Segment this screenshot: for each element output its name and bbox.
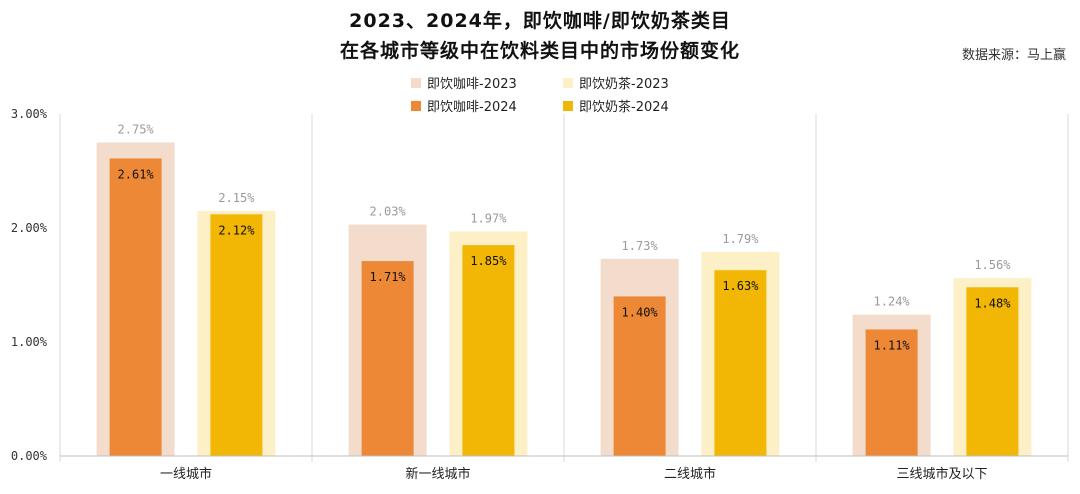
legend-item-coffee-2024: 即饮咖啡-2024 (411, 96, 517, 115)
legend-label-coffee-2024: 即饮咖啡-2024 (427, 100, 517, 115)
x-category-label: 新一线城市 (405, 466, 470, 482)
data-label-coffee-2024: 1.11% (874, 338, 911, 352)
data-label-coffee-2024: 2.61% (118, 167, 155, 181)
data-label-coffee-2023: 1.24% (874, 295, 911, 309)
data-label-coffee-2023: 2.75% (118, 123, 155, 137)
bar-coffee-2024 (865, 329, 918, 456)
chart-title-line1: 2023、2024年，即饮咖啡/即饮奶茶类目 (349, 10, 731, 32)
data-label-milktea-2024: 1.63% (722, 279, 759, 293)
y-tick-label: 1.00% (11, 335, 48, 349)
data-label-milktea-2024: 2.12% (218, 223, 255, 237)
legend-swatch-milktea-2023 (563, 77, 573, 88)
legend-swatch-coffee-2024 (411, 100, 421, 111)
bar-milktea-2024 (966, 287, 1019, 456)
data-label-milktea-2023: 1.56% (974, 258, 1011, 272)
data-label-coffee-2024: 1.40% (622, 305, 659, 319)
legend-label-milktea-2024: 即饮奶茶-2024 (579, 100, 669, 115)
legend-swatch-milktea-2024 (563, 100, 573, 111)
bar-milktea-2024 (210, 214, 263, 456)
y-tick-label: 2.00% (11, 221, 48, 235)
data-label-milktea-2023: 2.15% (218, 191, 255, 205)
data-label-milktea-2024: 1.85% (470, 254, 507, 268)
legend-item-milktea-2023: 即饮奶茶-2023 (563, 73, 669, 92)
data-label-coffee-2023: 2.03% (370, 205, 407, 219)
x-category-label: 二线城市 (664, 466, 716, 482)
bar-coffee-2024 (361, 261, 414, 456)
x-category-label: 三线城市及以下 (896, 466, 987, 482)
data-label-coffee-2023: 1.73% (622, 239, 659, 253)
data-label-milktea-2023: 1.79% (722, 232, 759, 246)
legend-label-coffee-2023: 即饮咖啡-2023 (427, 77, 517, 92)
x-category-label: 一线城市 (160, 466, 212, 482)
legend-swatch-coffee-2023 (411, 77, 421, 88)
data-label-milktea-2024: 1.48% (974, 296, 1011, 310)
bar-coffee-2024 (109, 158, 162, 456)
chart-title-line2: 在各城市等级中在饮料类目中的市场份额变化 (339, 40, 740, 62)
legend-label-milktea-2023: 即饮奶茶-2023 (579, 77, 669, 92)
bar-milktea-2024 (714, 270, 767, 456)
data-label-coffee-2024: 1.71% (370, 270, 407, 284)
data-label-milktea-2023: 1.97% (470, 211, 507, 225)
y-tick-label: 0.00% (11, 449, 48, 463)
data-source-note: 数据来源：马上赢 (961, 48, 1066, 63)
bar-milktea-2024 (462, 245, 515, 456)
bar-coffee-2024 (613, 296, 666, 456)
y-tick-label: 3.00% (11, 107, 48, 121)
legend-item-milktea-2024: 即饮奶茶-2024 (563, 96, 669, 115)
legend-item-coffee-2023: 即饮咖啡-2023 (411, 73, 517, 92)
